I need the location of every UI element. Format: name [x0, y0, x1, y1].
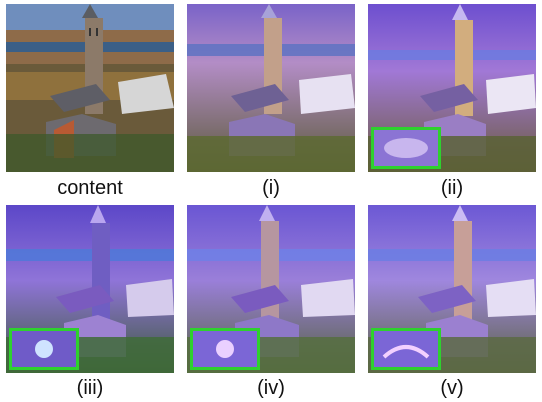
caption-content: content	[57, 177, 123, 199]
caption-ii: (ii)	[440, 177, 464, 199]
caption-iv: (iv)	[257, 377, 285, 399]
stylized-image-v	[368, 205, 536, 373]
stylized-image-iv	[187, 205, 355, 373]
stylized-image-iii	[6, 205, 174, 373]
inset-iv	[190, 328, 260, 370]
inset-v	[371, 328, 441, 370]
inset-ii	[371, 127, 441, 169]
content-image	[6, 4, 174, 172]
caption-v: (v)	[440, 377, 464, 399]
caption-i: (i)	[262, 177, 280, 199]
stylized-image-i	[187, 4, 355, 172]
caption-iii: (iii)	[76, 377, 104, 399]
stylized-image-ii	[368, 4, 536, 172]
inset-iii	[9, 328, 79, 370]
